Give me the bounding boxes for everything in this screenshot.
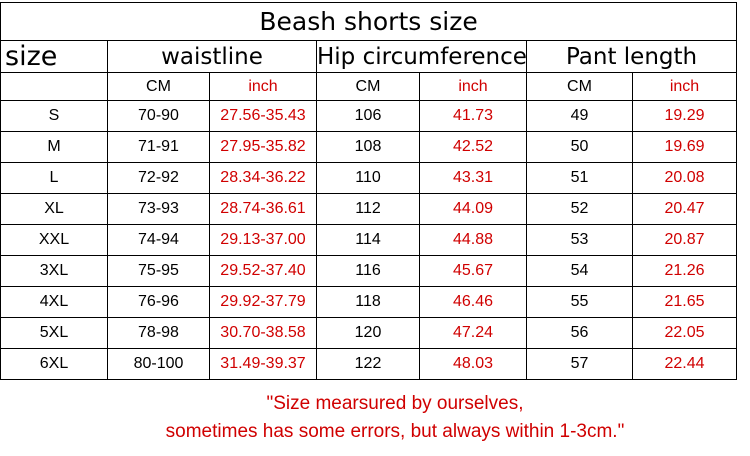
- value-cell: 19.29: [631, 100, 738, 132]
- title-row: Beash shorts size: [0, 2, 738, 41]
- value-cell: 110: [316, 162, 420, 194]
- value-cell: 50: [526, 131, 633, 163]
- group-header: Pant length: [525, 40, 738, 73]
- value-cell: 57: [526, 348, 633, 380]
- value-cell: 27.95-35.82: [209, 131, 317, 163]
- value-cell: 74-94: [107, 224, 210, 256]
- value-cell: 43.31: [419, 162, 527, 194]
- unit-header: inch: [209, 72, 317, 101]
- value-cell: 48.03: [419, 348, 527, 380]
- value-cell: 52: [526, 193, 633, 225]
- value-cell: 114: [316, 224, 420, 256]
- units-row: CM inch CM inch CM inch: [0, 72, 738, 101]
- unit-header: CM: [316, 72, 420, 101]
- value-cell: 54: [526, 255, 633, 287]
- size-cell: 3XL: [0, 255, 108, 287]
- value-cell: 118: [316, 286, 420, 318]
- value-cell: 31.49-39.37: [209, 348, 317, 380]
- value-cell: 80-100: [107, 348, 210, 380]
- value-cell: 53: [526, 224, 633, 256]
- value-cell: 44.09: [419, 193, 527, 225]
- data-row: M 71-91 27.95-35.82 108 42.52 50 19.69: [0, 131, 738, 163]
- size-table: Beash shorts size size waistline Hip circu…: [0, 2, 738, 380]
- data-row: 5XL 78-98 30.70-38.58 120 47.24 56 22.05: [0, 317, 738, 349]
- value-cell: 45.67: [419, 255, 527, 287]
- note-line: "Size mearsured by ourselves,: [266, 393, 524, 414]
- value-cell: 112: [316, 193, 420, 225]
- value-cell: 41.73: [419, 100, 527, 132]
- table-title: Beash shorts size: [0, 2, 738, 41]
- header-row: size waistline Hip circumference Pant lengt…: [0, 40, 738, 73]
- size-cell: M: [0, 131, 108, 163]
- size-cell: S: [0, 100, 108, 132]
- unit-header: CM: [526, 72, 633, 101]
- value-cell: 122: [316, 348, 420, 380]
- unit-header: CM: [107, 72, 210, 101]
- size-cell: 4XL: [0, 286, 108, 318]
- note-line: sometimes has some errors, but always wi…: [165, 421, 625, 442]
- value-cell: 20.87: [631, 224, 738, 256]
- value-cell: 55: [526, 286, 633, 318]
- value-cell: 47.24: [419, 317, 527, 349]
- size-cell: XL: [0, 193, 108, 225]
- empty-cell: [0, 72, 108, 101]
- value-cell: 49: [526, 100, 633, 132]
- value-cell: 76-96: [107, 286, 210, 318]
- value-cell: 75-95: [107, 255, 210, 287]
- size-cell: 6XL: [0, 348, 108, 380]
- data-row: L 72-92 28.34-36.22 110 43.31 51 20.08: [0, 162, 738, 194]
- value-cell: 56: [526, 317, 633, 349]
- value-cell: 42.52: [419, 131, 527, 163]
- value-cell: 44.88: [419, 224, 527, 256]
- value-cell: 72-92: [107, 162, 210, 194]
- value-cell: 20.47: [631, 193, 738, 225]
- size-header: size: [0, 40, 108, 73]
- value-cell: 19.69: [631, 131, 738, 163]
- data-row: 4XL 76-96 29.92-37.79 118 46.46 55 21.65: [0, 286, 738, 318]
- data-row: XXL 74-94 29.13-37.00 114 44.88 53 20.87: [0, 224, 738, 256]
- group-header: Hip circumference: [316, 40, 527, 73]
- value-cell: 116: [316, 255, 420, 287]
- value-cell: 71-91: [107, 131, 210, 163]
- value-cell: 22.05: [631, 317, 738, 349]
- group-header: waistline: [107, 40, 317, 73]
- value-cell: 51: [526, 162, 633, 194]
- unit-header: inch: [419, 72, 527, 101]
- data-row: 6XL 80-100 31.49-39.37 122 48.03 57 22.44: [0, 348, 738, 380]
- value-cell: 20.08: [631, 162, 738, 194]
- value-cell: 30.70-38.58: [209, 317, 317, 349]
- value-cell: 29.92-37.79: [209, 286, 317, 318]
- value-cell: 78-98: [107, 317, 210, 349]
- value-cell: 108: [316, 131, 420, 163]
- value-cell: 70-90: [107, 100, 210, 132]
- value-cell: 106: [316, 100, 420, 132]
- value-cell: 29.52-37.40: [209, 255, 317, 287]
- size-cell: 5XL: [0, 317, 108, 349]
- size-cell: L: [0, 162, 108, 194]
- value-cell: 21.26: [631, 255, 738, 287]
- data-row: XL 73-93 28.74-36.61 112 44.09 52 20.47: [0, 193, 738, 225]
- data-row: 3XL 75-95 29.52-37.40 116 45.67 54 21.26: [0, 255, 738, 287]
- value-cell: 46.46: [419, 286, 527, 318]
- value-cell: 28.34-36.22: [209, 162, 317, 194]
- data-row: S 70-90 27.56-35.43 106 41.73 49 19.29: [0, 100, 738, 132]
- value-cell: 73-93: [107, 193, 210, 225]
- value-cell: 27.56-35.43: [209, 100, 317, 132]
- value-cell: 22.44: [631, 348, 738, 380]
- value-cell: 28.74-36.61: [209, 193, 317, 225]
- unit-header: inch: [631, 72, 738, 101]
- value-cell: 120: [316, 317, 420, 349]
- value-cell: 29.13-37.00: [209, 224, 317, 256]
- value-cell: 21.65: [631, 286, 738, 318]
- size-cell: XXL: [0, 224, 108, 256]
